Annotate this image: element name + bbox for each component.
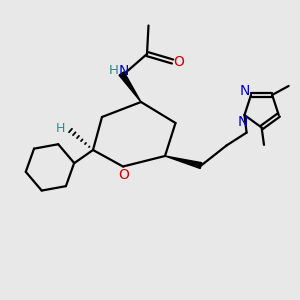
Text: N: N: [118, 64, 129, 78]
Text: O: O: [174, 55, 184, 68]
Polygon shape: [119, 72, 141, 102]
Polygon shape: [165, 156, 202, 169]
Text: N: N: [238, 115, 248, 129]
Text: O: O: [118, 168, 129, 182]
Text: H: H: [56, 122, 66, 136]
Text: H: H: [109, 64, 118, 77]
Text: N: N: [239, 84, 250, 98]
